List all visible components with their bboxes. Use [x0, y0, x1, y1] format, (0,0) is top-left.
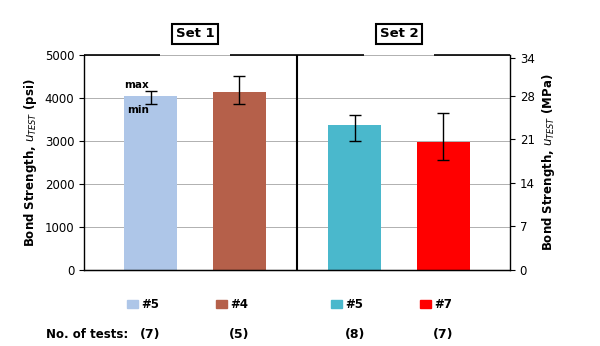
Bar — [331, 300, 342, 309]
Text: #7: #7 — [434, 298, 452, 311]
Text: max: max — [124, 80, 149, 90]
Text: (7): (7) — [140, 328, 161, 341]
Bar — [127, 300, 138, 309]
Text: (8): (8) — [344, 328, 365, 341]
Text: #5: #5 — [141, 298, 159, 311]
Text: #5: #5 — [346, 298, 364, 311]
Text: No. of tests:: No. of tests: — [46, 328, 128, 341]
Text: #4: #4 — [230, 298, 248, 311]
Text: Set 2: Set 2 — [380, 27, 418, 40]
Text: Set 1: Set 1 — [176, 27, 214, 40]
Text: (7): (7) — [433, 328, 454, 341]
Bar — [212, 92, 266, 270]
Text: (5): (5) — [229, 328, 250, 341]
Y-axis label: Bond Strength, $u_{TEST}$ (psi): Bond Strength, $u_{TEST}$ (psi) — [22, 78, 39, 247]
Text: min: min — [127, 105, 149, 115]
Y-axis label: Bond Strength, $u_{TEST}$ (MPa): Bond Strength, $u_{TEST}$ (MPa) — [540, 74, 557, 251]
Bar — [328, 125, 382, 270]
Bar — [417, 142, 470, 270]
Bar — [216, 300, 227, 309]
Bar — [124, 96, 177, 270]
Bar — [420, 300, 431, 309]
